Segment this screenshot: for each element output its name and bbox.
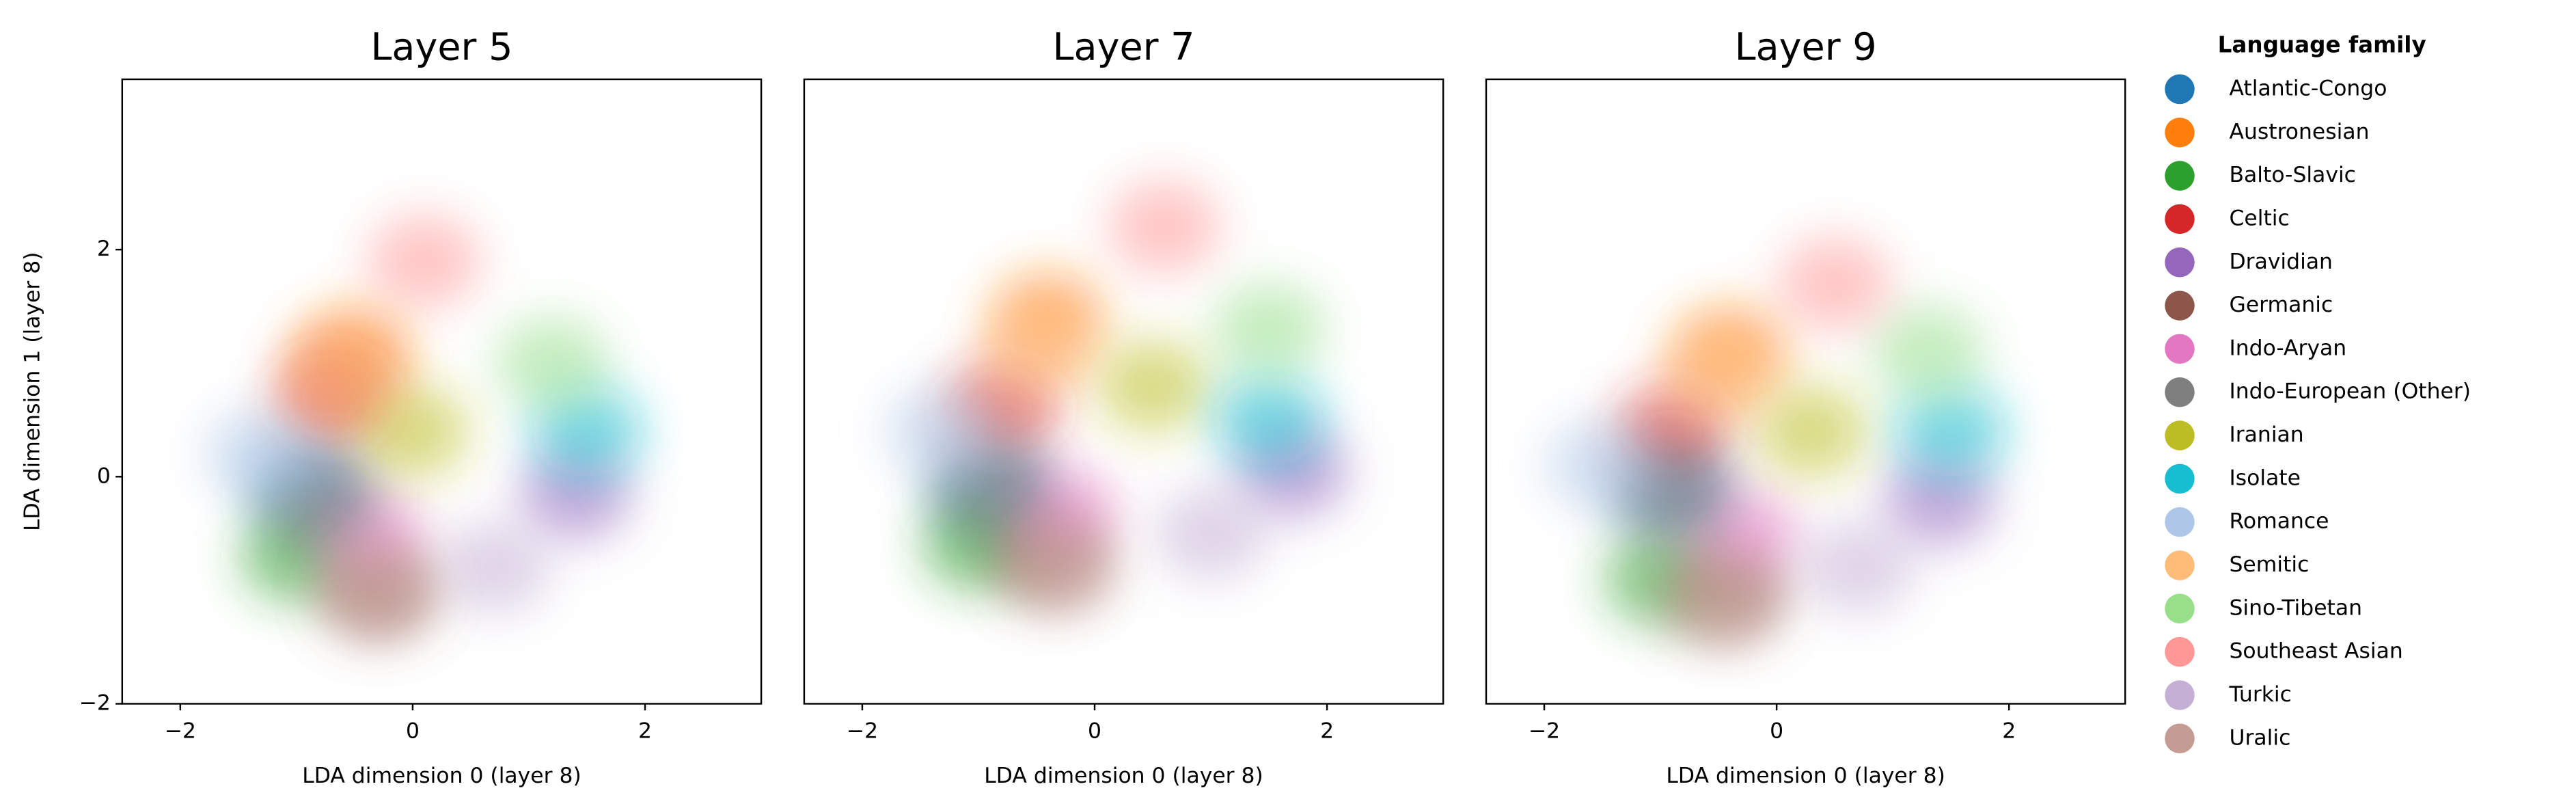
point-cloud [1801,521,1915,614]
x-tick-label: −2 [165,719,196,744]
x-tick-label: −2 [847,719,878,744]
x-axis-label: LDA dimension 0 (layer 8) [1666,764,1945,788]
legend-label: Balto-Slavic [2230,163,2356,187]
legend-label: Semitic [2230,552,2310,577]
legend-marker [2165,334,2195,364]
legend-label: Celtic [2230,206,2290,230]
legend-marker [2165,507,2195,537]
x-tick-label: −2 [1529,719,1560,744]
legend-label: Atlantic-Congo [2230,77,2387,101]
legend-label: Indo-Aryan [2230,336,2347,360]
legend-marker [2165,636,2195,667]
x-tick-label: 2 [638,719,652,744]
legend-label: Sino-Tibetan [2230,595,2362,620]
panel-title: Layer 5 [370,25,512,70]
x-tick-label: 0 [1088,719,1101,744]
point-cloud [437,521,551,614]
x-tick-label: 0 [1770,719,1783,744]
point-cloud [1662,555,1775,648]
y-axis-label: LDA dimension 1 (layer 8) [20,252,44,532]
legend-label: Germanic [2230,293,2333,317]
legend-marker [2165,161,2195,191]
legend-label: Austronesian [2230,120,2370,144]
point-cloud [1154,487,1268,580]
legend-marker [2165,377,2195,407]
point-cloud [286,328,400,421]
point-cloud [1895,385,2008,478]
legend-marker [2165,680,2195,710]
point-cloud [495,317,609,409]
legend-label: Isolate [2230,466,2301,490]
plot-area [887,180,1349,614]
axes-frame [803,78,1444,705]
point-cloud [1212,282,1326,376]
axes-frame [121,78,763,705]
legend-marker [2165,420,2195,450]
legend-marker [2165,204,2195,234]
point-cloud [1212,373,1326,466]
legend-label: Iranian [2230,422,2304,447]
panel-title: Layer 7 [1053,25,1195,70]
point-cloud [1003,521,1116,614]
plot-area [1546,237,2008,648]
point-cloud [356,385,469,478]
x-axis-label: LDA dimension 0 (layer 8) [302,764,581,788]
point-cloud [980,305,1093,399]
legend-marker [2165,723,2195,754]
legend-title: Language family [2218,32,2426,58]
legend-label: Indo-European (Other) [2230,379,2471,404]
x-tick-label: 2 [1320,719,1334,744]
point-cloud [1108,180,1221,273]
panel-title: Layer 9 [1735,25,1877,70]
x-tick-label: 2 [2002,719,2016,744]
legend-label: Southeast Asian [2230,639,2403,664]
legend-marker [2165,550,2195,580]
point-cloud [1755,385,1868,478]
point-cloud [1096,339,1209,433]
point-cloud [1662,328,1775,421]
point-cloud [1778,237,1891,330]
legend-label: Turkic [2229,682,2292,707]
plot-area [205,215,644,637]
point-cloud [205,407,318,500]
x-axis-label: LDA dimension 0 (layer 8) [984,764,1263,788]
legend-marker [2165,463,2195,494]
point-cloud [1872,305,1984,399]
point-cloud [368,215,481,308]
point-cloud [321,543,435,637]
legend-label: Dravidian [2230,250,2333,274]
y-tick-label: 0 [97,463,111,488]
y-tick-label: 2 [97,237,111,261]
point-cloud [1546,419,1659,512]
legend-marker [2165,291,2195,321]
legend-label: Uralic [2230,725,2291,750]
point-cloud [887,385,1000,478]
point-cloud [1883,453,1996,546]
legend-marker [2165,247,2195,278]
x-tick-label: 0 [406,719,420,744]
legend-marker [2165,74,2195,105]
legend-marker [2165,593,2195,624]
y-tick-label: −2 [79,691,111,716]
legend-marker [2165,118,2195,148]
axes-frame [1485,78,2126,705]
legend-label: Romance [2230,509,2329,534]
